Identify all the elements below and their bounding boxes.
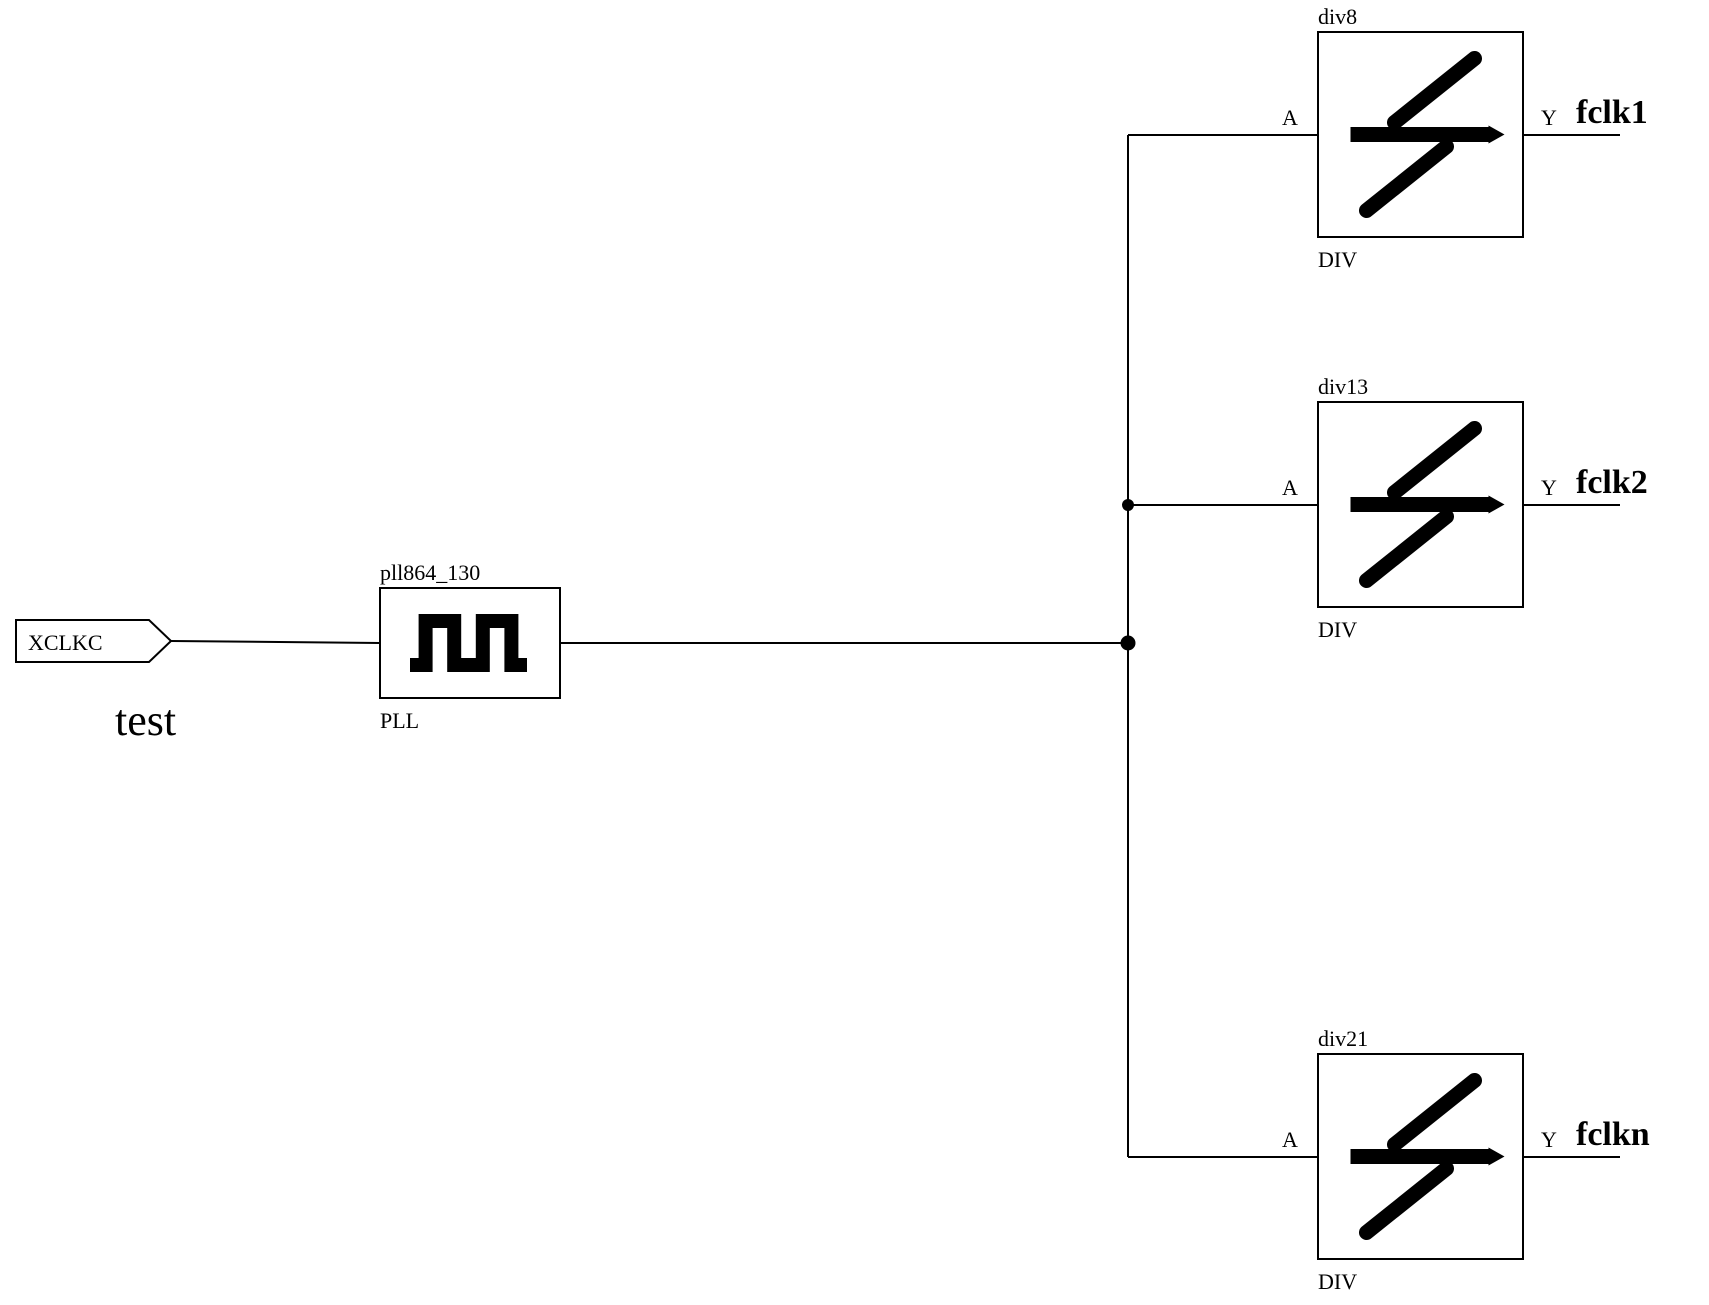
pll-instance-label: pll864_130 — [380, 560, 480, 585]
div-signal-out-label: fclk2 — [1576, 464, 1648, 501]
input-port-label: XCLKC — [28, 630, 103, 655]
pll-type-label: PLL — [380, 708, 419, 733]
div-instance-label: div21 — [1318, 1026, 1368, 1051]
div-type-label: DIV — [1318, 1269, 1357, 1294]
div-signal-out-label: fclkn — [1576, 1116, 1650, 1153]
div-port-out-label: Y — [1541, 1127, 1557, 1152]
div-port-out-label: Y — [1541, 475, 1557, 500]
div-port-in-label: A — [1282, 475, 1298, 500]
div-port-out-label: Y — [1541, 105, 1557, 130]
div-port-in-label: A — [1282, 105, 1298, 130]
div-instance-label: div13 — [1318, 374, 1368, 399]
pll-block — [380, 588, 560, 698]
div-port-in-label: A — [1282, 1127, 1298, 1152]
input-port-note: test — [115, 696, 176, 745]
div-instance-label: div8 — [1318, 4, 1357, 29]
div-type-label: DIV — [1318, 617, 1357, 642]
div-signal-out-label: fclk1 — [1576, 94, 1648, 131]
div-type-label: DIV — [1318, 247, 1357, 272]
junction-dot — [1121, 636, 1136, 651]
wire-input-to-pll — [171, 641, 380, 643]
